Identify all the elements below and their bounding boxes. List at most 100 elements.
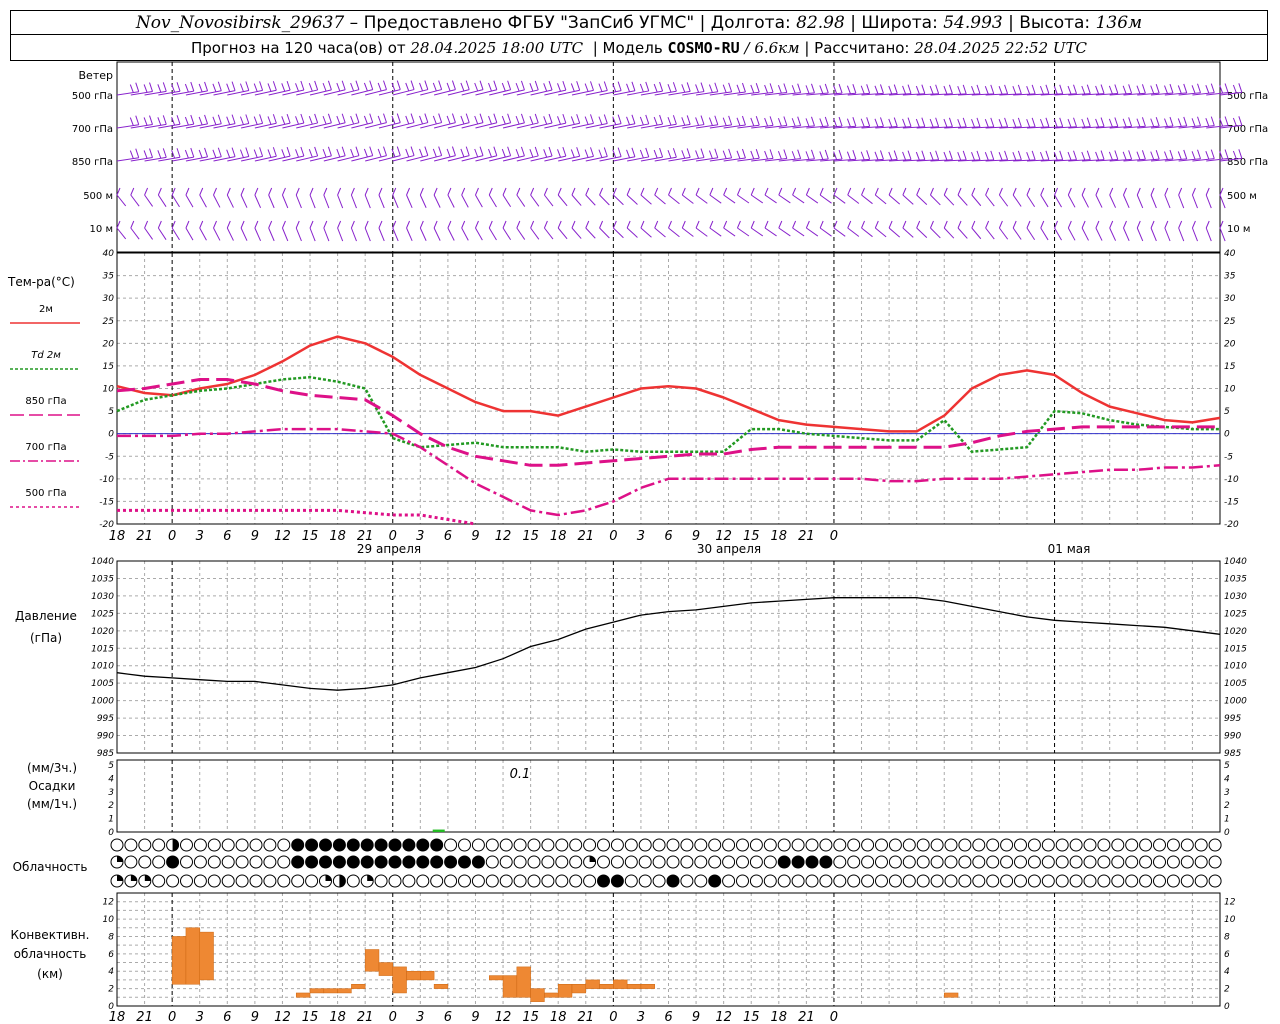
wind-barb-flag [847, 220, 852, 229]
wind-barb [944, 126, 967, 129]
wind-barb [640, 194, 652, 205]
wind-barb-flag [475, 220, 479, 229]
temp-tick-right: -20 [1224, 520, 1239, 530]
wind-barb-flag [921, 84, 926, 94]
wind-barb-flag [534, 113, 539, 124]
pressure-tick-right: 1015 [1224, 644, 1247, 654]
precip-unit-3h: (мм/3ч.) [27, 761, 77, 775]
wind-barb-flag [336, 148, 341, 158]
conv-bar [640, 984, 655, 989]
wind-barb-flag [327, 113, 332, 123]
cloud-circle [1000, 855, 1014, 869]
wind-barb-flag [571, 220, 576, 229]
wind-barb [764, 125, 787, 129]
wind-barb-flag [300, 146, 305, 157]
wind-barb [1067, 194, 1076, 208]
temp-series-3 [117, 427, 1221, 517]
wind-barb-flag [971, 85, 975, 95]
wind-barb-flag [438, 113, 443, 123]
wind-barb-flag [957, 118, 962, 128]
wind-barb-flag [723, 187, 728, 196]
wind-barb [958, 93, 981, 96]
temp-hour-label: 3 [196, 529, 204, 544]
conv-bar [171, 936, 187, 985]
cloud-circle [847, 855, 861, 869]
wind-barb-flag [584, 116, 589, 125]
wind-barb-flag [805, 220, 810, 229]
cloud-circle [1111, 838, 1125, 852]
wind-barb-flag [1178, 220, 1183, 229]
alt-value: 136м [1095, 12, 1143, 33]
wind-barb-flag [396, 113, 401, 123]
cloud-circle [833, 874, 847, 888]
wind-barb-flag [626, 220, 631, 229]
wind-barb [640, 156, 663, 162]
wind-barb-flag [300, 80, 305, 91]
wind-barb [351, 122, 373, 129]
cloud-circle [652, 838, 666, 852]
precip-tick-left: 3 [108, 788, 114, 798]
wind-barb [778, 227, 791, 237]
wind-barb-flag [1238, 116, 1243, 126]
wind-barb [778, 92, 801, 96]
wind-barb [185, 227, 194, 241]
wind-barb [1206, 157, 1229, 162]
cloud-circle [499, 855, 513, 869]
wind-barb-flag [562, 80, 567, 91]
wind-barb-flag [846, 118, 851, 127]
pressure-tick-right: 1035 [1224, 574, 1247, 584]
wind-barb-flag [888, 85, 893, 95]
cloud-circle [1014, 855, 1027, 869]
wind-barb-flag [1059, 150, 1064, 160]
wind-barb-flag [507, 146, 512, 156]
wind-barb [116, 124, 139, 129]
wind-barb-flag [323, 220, 328, 229]
precip-tick-left: 1 [108, 815, 114, 825]
wind-barb-flag [929, 118, 934, 128]
conv-bar [544, 992, 559, 998]
wind-barb [1082, 159, 1105, 162]
cloud-circle [1014, 838, 1027, 852]
wind-barb [888, 194, 901, 205]
wind-barb-flag [852, 84, 857, 94]
temp-hour-label: 0 [168, 529, 176, 544]
wind-barb [1150, 227, 1157, 242]
wind-barb-flag [424, 113, 429, 123]
cloud-circle [791, 855, 805, 869]
cloud-circle [444, 874, 458, 888]
wind-barb [337, 89, 360, 96]
wind-barb-flag [475, 187, 479, 196]
cloud-circle [138, 855, 152, 869]
cloud-circle [152, 838, 166, 852]
wind-barb [1164, 125, 1187, 129]
wind-barb-flag [1026, 118, 1031, 128]
wind-barb-flag [612, 83, 617, 92]
wind-barb-flag [515, 115, 520, 125]
wind-barb [833, 194, 846, 204]
wind-barb [447, 122, 470, 129]
wind-barb-flag [935, 117, 940, 127]
cloud-circle [902, 838, 916, 852]
wind-barb-flag [377, 148, 382, 158]
wind-barb-flag [447, 220, 452, 229]
cloud-circle [291, 874, 305, 888]
wind-barb-flag [764, 84, 769, 94]
cloud-circle [458, 855, 471, 869]
cloud-circle [249, 874, 263, 888]
temp-hour-label: 3 [637, 529, 645, 544]
wind-barb [668, 123, 691, 129]
model-res: / 6.6км [744, 38, 800, 57]
wind-barb [392, 89, 415, 96]
wind-barb-flag [1073, 117, 1077, 127]
temp-tick-right: 20 [1224, 339, 1236, 349]
wind-barb-flag [446, 82, 451, 92]
cloud-circle [402, 838, 416, 852]
wind-barb [475, 122, 497, 129]
wind-barb-flag [355, 146, 360, 156]
wind-barb-flag [598, 149, 603, 158]
wind-barb [213, 123, 236, 129]
wind-barb-flag [1205, 85, 1210, 94]
wind-barb-flag [861, 187, 865, 196]
wind-barb-flag [314, 80, 319, 91]
wind-barb-flag [507, 113, 512, 123]
